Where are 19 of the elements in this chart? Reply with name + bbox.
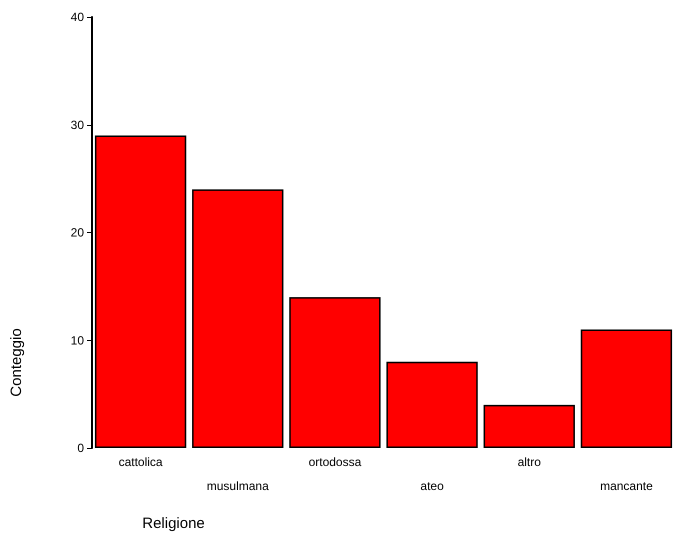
bar (289, 297, 381, 448)
bar (484, 404, 575, 448)
y-tick-label: 20 (70, 226, 84, 240)
y-tick-label: 0 (77, 441, 84, 455)
bar (580, 329, 672, 448)
bar (192, 189, 284, 448)
y-tick-label: 30 (70, 118, 84, 132)
x-tick-label: altro (518, 455, 542, 469)
x-tick-label: cattolica (118, 455, 163, 469)
y-axis-title: Conteggio (8, 328, 25, 397)
bar (94, 136, 186, 448)
bar (386, 362, 478, 448)
x-tick-label: mancante (600, 479, 654, 493)
y-tick-label: 10 (70, 333, 84, 348)
x-axis-title: Religione (142, 515, 205, 532)
x-tick-label: musulmana (206, 479, 270, 493)
x-tick-label: ateo (420, 479, 444, 493)
x-tick-label: ortodossa (308, 455, 362, 469)
y-tick-label: 40 (70, 10, 84, 24)
